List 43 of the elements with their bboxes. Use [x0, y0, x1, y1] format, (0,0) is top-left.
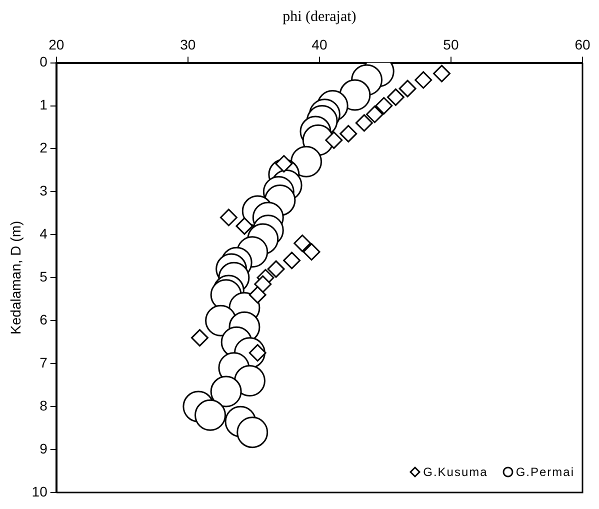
y-tick-label: 3: [40, 182, 48, 199]
point: [325, 131, 343, 149]
point: [254, 275, 272, 293]
x-tick-label: 30: [180, 36, 196, 52]
point: [194, 399, 226, 431]
y-tick-label: 8: [40, 397, 48, 414]
y-tick-label: 10: [32, 483, 48, 500]
x-tick-label: 40: [312, 36, 328, 52]
point: [210, 376, 242, 408]
point: [290, 146, 322, 178]
point: [414, 71, 432, 89]
x-tick-label: 20: [48, 36, 64, 52]
point: [283, 252, 301, 270]
point: [190, 329, 208, 347]
point: [340, 124, 358, 142]
y-tick-label: 6: [40, 311, 48, 328]
point: [366, 106, 384, 124]
x-tick-label: 60: [574, 36, 590, 52]
point: [236, 416, 268, 448]
point: [234, 365, 266, 397]
point: [236, 217, 254, 235]
y-tick-label: 2: [40, 140, 48, 156]
point: [294, 234, 312, 252]
y-tick-label: 7: [40, 354, 48, 370]
legend-label: G.Kusuma: [423, 464, 488, 478]
y-axis-title: Kedalaman, D (m): [7, 220, 24, 334]
point: [433, 64, 451, 82]
x-tick-label: 50: [443, 36, 459, 52]
y-tick-label: 5: [40, 268, 48, 285]
x-axis-title: phi (derajat): [282, 8, 356, 25]
y-tick-label: 0: [40, 54, 48, 70]
point: [302, 243, 320, 261]
point: [398, 80, 416, 98]
point: [220, 208, 238, 226]
point: [386, 88, 404, 106]
y-tick-label: 9: [40, 440, 48, 456]
point: [248, 286, 266, 304]
y-tick-label: 1: [40, 96, 48, 113]
point: [267, 260, 285, 278]
legend-label: G.Permai: [516, 464, 574, 478]
y-tick-label: 4: [40, 226, 48, 242]
point: [375, 97, 393, 115]
point: [355, 114, 373, 132]
